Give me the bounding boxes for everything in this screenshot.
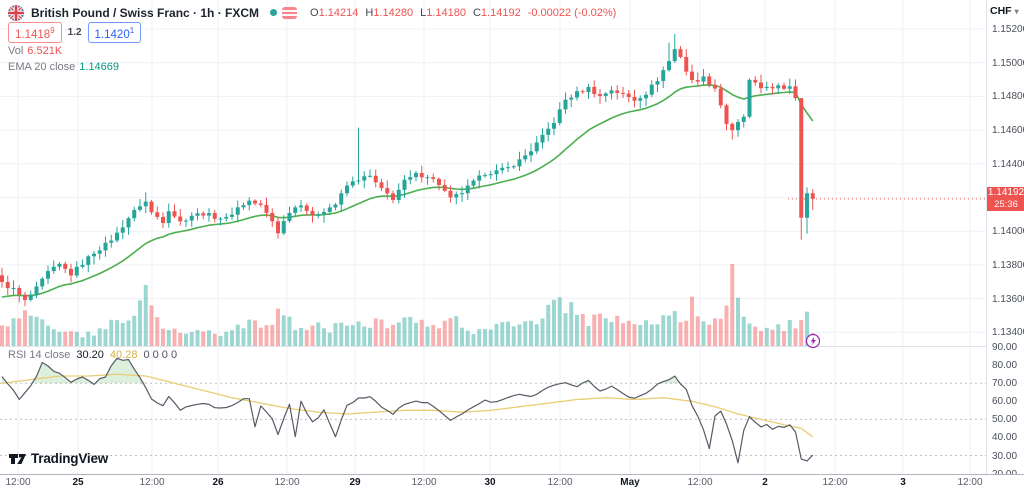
rsi-axis-label: 30.00 <box>992 450 1018 462</box>
grid-layer <box>0 0 986 474</box>
bar-countdown: 25:36 <box>994 199 1018 210</box>
time-axis-label: 2 <box>762 477 768 488</box>
gbp-flag-icon <box>8 4 24 21</box>
time-axis[interactable]: 12:00 25 12:00 26 12:00 29 12:00 30 12:00 May 12:0… <box>0 474 1024 489</box>
time-axis-label: 12:00 <box>957 477 983 488</box>
time-axis-label: 30 <box>484 477 496 488</box>
tradingview-logo-text: TradingView <box>31 451 109 466</box>
time-axis-label: 3 <box>900 477 906 488</box>
tradingview-logo-icon <box>9 453 26 464</box>
currency-selector[interactable]: CHF ▾ <box>990 5 1019 17</box>
rsi-legend[interactable]: RSI 14 close 30.20 40.28 0 0 0 0 <box>8 349 178 361</box>
time-axis-label: 25 <box>72 477 84 488</box>
change-value: -0.00022 (-0.02%) <box>527 6 617 19</box>
time-axis-label: 12:00 <box>274 477 300 488</box>
rsi-axis-label: 90.00 <box>992 342 1018 354</box>
symbol-title[interactable]: British Pound / Swiss Franc · 1h · FXCM <box>31 5 260 20</box>
price-axis-label: 1.14600 <box>992 125 1024 137</box>
time-axis-label: 12:00 <box>411 477 437 488</box>
time-axis-label: 12:00 <box>139 477 165 488</box>
ema-legend[interactable]: EMA 20 close 1.14669 <box>8 61 120 73</box>
price-axis-label: 1.13800 <box>992 259 1024 271</box>
spread-value: 1.2 <box>67 27 82 38</box>
price-axis-label: 1.14800 <box>992 91 1024 103</box>
price-axis[interactable]: CHF▾ 1.14192 25:36 1.15200 1.15000 1.14800… <box>986 0 1024 480</box>
open-value: O1.14214 <box>310 6 359 19</box>
rsi-axis-label: 70.00 <box>992 378 1018 390</box>
time-axis-label: 12:00 <box>5 477 31 488</box>
rsi-ma-value: 40.28 <box>109 349 138 361</box>
price-axis-label: 1.15000 <box>992 57 1024 69</box>
price-axis-label: 1.15200 <box>992 24 1024 35</box>
current-price: 1.14192 <box>987 187 1024 198</box>
flag-symbol-icon[interactable] <box>282 6 298 19</box>
buy-button[interactable]: 1.14201 <box>87 21 142 44</box>
volume-layer[interactable] <box>0 264 815 346</box>
main-chart-canvas[interactable] <box>0 0 986 474</box>
sell-button[interactable]: 1.14189 <box>8 21 62 44</box>
rsi-axis-label: 40.00 <box>992 432 1018 444</box>
time-axis-label: 12:00 <box>822 477 848 488</box>
price-axis-label: 1.13600 <box>992 293 1024 305</box>
time-axis-label: 12:00 <box>547 477 573 488</box>
high-value: H1.14280 <box>365 6 414 19</box>
rsi-axis-label: 50.00 <box>992 414 1018 426</box>
ohlc-values: O1.14214 H1.14280 L1.14180 C1.14192 -0.0… <box>310 7 616 19</box>
rsi-line[interactable] <box>1 357 814 464</box>
rsi-axis-label: 60.00 <box>992 396 1018 408</box>
rsi-axis-label: 80.00 <box>992 360 1018 372</box>
realtime-status-dot-icon <box>270 9 278 16</box>
close-value: C1.14192 <box>472 6 521 19</box>
current-price-badge: 1.14192 25:36 <box>987 187 1024 211</box>
rsi-value: 30.20 <box>76 349 104 361</box>
economic-event-icon[interactable] <box>805 333 821 349</box>
symbol-legend: British Pound / Swiss Franc · 1h · FXCM … <box>8 4 616 76</box>
volume-legend[interactable]: Vol 6.521K <box>8 45 63 57</box>
time-axis-label: 29 <box>349 477 361 488</box>
rsi-overbought-fill <box>2 358 813 384</box>
time-axis-label: May <box>620 477 640 488</box>
time-axis-label: 12:00 <box>687 477 713 488</box>
low-value: L1.14180 <box>420 6 466 19</box>
rsi-ma-line[interactable] <box>1 373 814 438</box>
price-axis-label: 1.13400 <box>992 327 1024 339</box>
rsi-extra-values: 0 0 0 0 <box>143 349 178 361</box>
candles-layer[interactable] <box>0 34 815 307</box>
ema20-line[interactable] <box>1 84 814 298</box>
tradingview-logo[interactable]: TradingView <box>8 451 108 466</box>
price-axis-label: 1.14000 <box>992 226 1024 238</box>
chevron-down-icon: ▾ <box>1014 7 1019 16</box>
time-axis-label: 26 <box>212 477 224 488</box>
price-axis-label: 1.14400 <box>992 158 1024 170</box>
